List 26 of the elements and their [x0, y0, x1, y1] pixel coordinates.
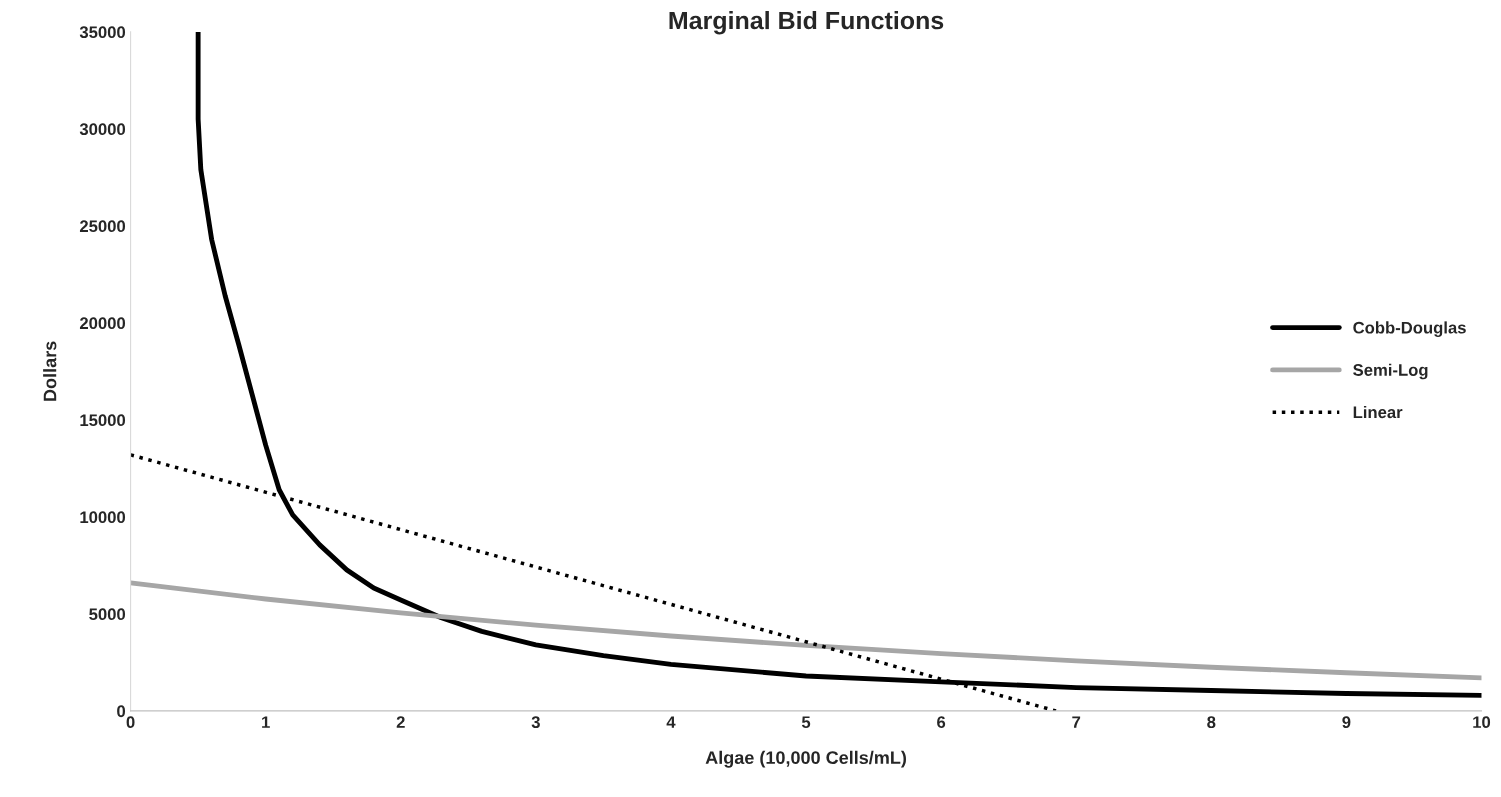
x-tick-label: 1: [262, 716, 270, 728]
y-tick-label: 0: [117, 705, 126, 718]
x-tick-label: 0: [126, 716, 135, 729]
x-tick-label: 3: [531, 716, 540, 729]
y-axis-title: Dollars: [43, 341, 57, 401]
x-tick-label: 7: [1072, 716, 1081, 728]
x-axis-title: Algae (10,000 Cells/mL): [705, 750, 906, 768]
y-tick-label: 25000: [79, 220, 126, 233]
x-tick-label: 10: [1473, 716, 1491, 729]
line-series: [130, 580, 1482, 681]
y-tick-label: 10000: [80, 511, 126, 524]
x-tick-label: 9: [1342, 716, 1351, 729]
x-tick-label: 8: [1207, 716, 1216, 729]
y-tick-label: 35000: [79, 26, 126, 39]
legend-label: Cobb-Douglas: [1353, 321, 1466, 337]
legend-label: Semi-Log: [1353, 363, 1428, 380]
y-tick-label: 5000: [89, 608, 126, 621]
y-tick-label: 15000: [80, 414, 126, 427]
chart-title: Marginal Bid Functions: [669, 10, 944, 35]
y-tick-label: 30000: [79, 123, 126, 136]
x-tick-label: 5: [801, 716, 811, 729]
x-tick-label: 4: [666, 716, 676, 728]
x-tick-label: 6: [937, 716, 946, 729]
y-tick-label: 20000: [79, 317, 126, 330]
legend-label: Linear: [1353, 405, 1403, 419]
x-tick-label: 2: [396, 716, 405, 728]
